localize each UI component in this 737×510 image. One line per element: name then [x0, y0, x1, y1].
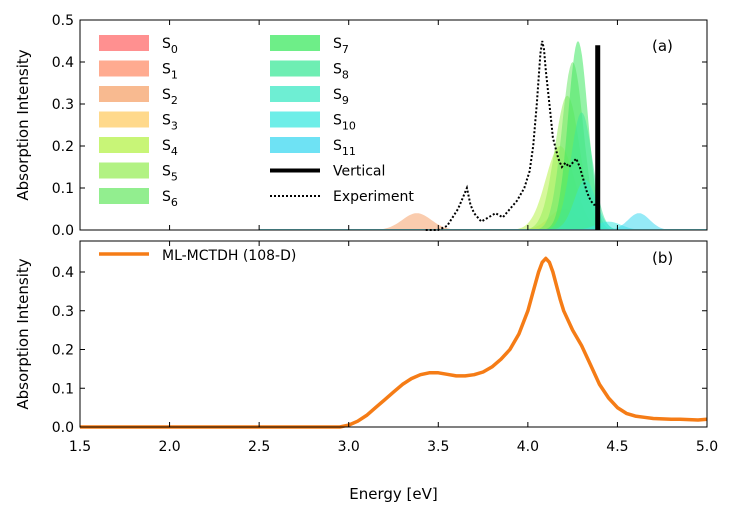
legend-entry-s8: S8 — [270, 60, 349, 82]
x-tick-label: 3.5 — [427, 439, 449, 455]
legend-vertical-label: Vertical — [333, 164, 385, 180]
panel-b-y-ticks: 0.0 0.1 0.2 0.3 0.4 — [52, 265, 707, 436]
legend-entry-s9: S9 — [270, 86, 349, 107]
panel-b-x-ticks: 1.5 2.0 2.5 3.0 3.5 4.0 4.5 5.0 — [69, 241, 718, 455]
x-tick-label: 5.0 — [696, 439, 718, 455]
legend-entry-ml-mctdh: ML-MCTDH (108-D) — [99, 248, 296, 264]
a-ytick-label: 0.4 — [52, 55, 74, 71]
legend-swatch — [99, 162, 149, 179]
legend-label: S2 — [162, 87, 178, 107]
legend-swatch — [99, 111, 149, 128]
legend-entry-s1: S1 — [99, 60, 178, 82]
x-tick-label: 1.5 — [69, 439, 91, 455]
a-ytick-label: 0.1 — [52, 181, 74, 197]
legend-label: S1 — [162, 62, 178, 82]
a-ytick-label: 0.0 — [52, 223, 74, 239]
panel-b-label: (b) — [652, 249, 673, 267]
panel-a-y-ticks: 0.0 0.1 0.2 0.3 0.4 0.5 — [52, 13, 708, 239]
panel-a-experiment — [425, 40, 598, 231]
area-s10 — [558, 221, 659, 230]
panel-a-frame — [79, 19, 708, 231]
legend-label: S7 — [333, 36, 349, 56]
legend-label: S10 — [333, 113, 356, 133]
legend-experiment-label: Experiment — [333, 189, 414, 205]
legend-label: S11 — [333, 138, 356, 158]
a-ytick-label: 0.3 — [52, 97, 74, 113]
legend-entry-s7: S7 — [270, 35, 349, 56]
legend-label: S6 — [162, 189, 178, 209]
legend-swatch — [99, 60, 149, 77]
b-ytick-label: 0.4 — [52, 265, 74, 281]
a-ytick-label: 0.5 — [52, 13, 74, 29]
panel-a: 0.00.10.20.30.40.5 S0S1S2S3S4S5S6S7S8S9S… — [14, 13, 708, 239]
area-s2 — [359, 213, 475, 230]
b-ytick-label: 0.2 — [52, 343, 74, 359]
b-ytick-label: 0.0 — [52, 420, 74, 436]
legend-swatch — [270, 60, 320, 77]
legend-entry-s0: S0 — [99, 35, 178, 56]
panel-a-y-axis-label: Absorption Intensity — [14, 49, 32, 200]
b-ytick-label: 0.3 — [52, 304, 74, 320]
legend-ml-mctdh-label: ML-MCTDH (108-D) — [162, 248, 296, 264]
panel-a-label: (a) — [652, 37, 673, 55]
series-line-ml-mctdh — [80, 256, 708, 429]
x-tick-label: 2.5 — [248, 439, 270, 455]
panel-a-legend: S0 S1 S2 S3 S4 S5 S6 S7 S8 S9 S10 S11 Vertical Experi… — [99, 35, 414, 209]
legend-swatch — [99, 188, 149, 204]
legend-entry-s3: S3 — [99, 111, 178, 133]
legend-entry-s5: S5 — [99, 162, 178, 184]
experiment-line — [425, 40, 598, 231]
legend-entry-s6: S6 — [99, 188, 178, 209]
legend-entry-vertical: Vertical — [270, 164, 385, 180]
area-s9 — [542, 179, 629, 230]
legend-entry-s11: S11 — [270, 137, 356, 158]
legend-label: S0 — [162, 36, 178, 56]
legend-entry-s2: S2 — [99, 86, 178, 107]
x-axis-label: Energy [eV] — [349, 485, 437, 503]
panel-a-state-areas — [259, 41, 707, 230]
x-tick-label: 3.0 — [338, 439, 360, 455]
legend-swatch — [270, 137, 320, 153]
legend-swatch — [270, 111, 320, 128]
a-ytick-label: 0.2 — [52, 139, 74, 155]
legend-label: S4 — [162, 138, 178, 158]
legend-entry-experiment: Experiment — [270, 189, 414, 205]
legend-label: S3 — [162, 113, 178, 133]
legend-swatch — [270, 86, 320, 102]
b-ytick-label: 0.1 — [52, 381, 74, 397]
x-tick-label: 2.0 — [158, 439, 180, 455]
legend-entry-s10: S10 — [270, 111, 356, 133]
legend-swatch — [99, 137, 149, 153]
legend-label: S9 — [333, 87, 349, 107]
legend-label: S5 — [162, 164, 178, 184]
panel-b-lines — [80, 256, 708, 429]
legend-swatch — [99, 86, 149, 102]
panel-b-frame — [79, 240, 708, 428]
area-s11 — [595, 213, 682, 230]
x-tick-label: 4.5 — [606, 439, 628, 455]
legend-label: S8 — [333, 62, 349, 82]
legend-swatch — [270, 35, 320, 51]
panel-b-y-axis-label: Absorption Intensity — [14, 258, 32, 409]
x-tick-label: 4.0 — [517, 439, 539, 455]
panel-b: 0.0 0.1 0.2 0.3 0.4 1.5 2.0 2.5 3.0 3.5 4.0 4.5 5.0… — [14, 240, 718, 503]
legend-swatch — [99, 35, 149, 51]
panel-b-legend: ML-MCTDH (108-D) — [99, 248, 296, 264]
legend-entry-s4: S4 — [99, 137, 178, 158]
